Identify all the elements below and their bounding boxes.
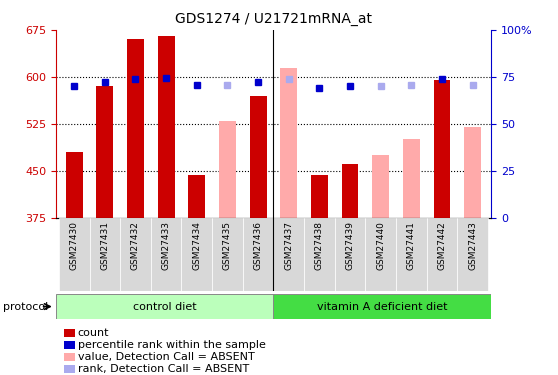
Bar <box>280 68 297 218</box>
Bar <box>427 217 458 291</box>
Text: GSM27430: GSM27430 <box>70 221 79 270</box>
Bar <box>64 329 75 337</box>
Text: GSM27437: GSM27437 <box>284 221 294 270</box>
Text: GSM27439: GSM27439 <box>345 221 354 270</box>
Bar <box>189 175 205 217</box>
Bar <box>458 217 488 291</box>
Bar <box>64 353 75 362</box>
Bar <box>273 294 491 319</box>
Text: percentile rank within the sample: percentile rank within the sample <box>78 340 266 350</box>
Text: control diet: control diet <box>133 302 196 312</box>
Bar <box>304 217 335 291</box>
Bar <box>365 217 396 291</box>
Bar <box>64 365 75 374</box>
Bar <box>97 86 113 218</box>
Bar <box>311 175 328 217</box>
Bar <box>243 217 273 291</box>
Bar <box>56 294 273 319</box>
Text: GSM27441: GSM27441 <box>407 221 416 270</box>
Text: GSM27442: GSM27442 <box>437 221 446 270</box>
Bar <box>66 152 83 217</box>
Text: GSM27436: GSM27436 <box>253 221 263 270</box>
Text: vitamin A deficient diet: vitamin A deficient diet <box>317 302 448 312</box>
Text: GSM27432: GSM27432 <box>131 221 140 270</box>
Text: GSM27438: GSM27438 <box>315 221 324 270</box>
Bar <box>212 217 243 291</box>
Text: GSM27434: GSM27434 <box>193 221 201 270</box>
Bar <box>59 217 89 291</box>
Bar <box>273 217 304 291</box>
Bar <box>89 217 120 291</box>
Bar <box>335 217 365 291</box>
Text: GSM27443: GSM27443 <box>468 221 477 270</box>
Bar <box>464 127 481 218</box>
Text: rank, Detection Call = ABSENT: rank, Detection Call = ABSENT <box>78 364 249 374</box>
Bar <box>219 121 236 218</box>
Bar <box>127 39 144 218</box>
Bar <box>341 164 358 218</box>
Bar <box>151 217 181 291</box>
Bar <box>181 217 212 291</box>
Bar <box>396 217 427 291</box>
Text: GSM27433: GSM27433 <box>162 221 171 270</box>
Text: GSM27435: GSM27435 <box>223 221 232 270</box>
Bar <box>434 80 450 218</box>
Title: GDS1274 / U21721mRNA_at: GDS1274 / U21721mRNA_at <box>175 12 372 26</box>
Text: value, Detection Call = ABSENT: value, Detection Call = ABSENT <box>78 352 254 362</box>
Bar <box>158 36 175 218</box>
Bar <box>372 155 389 218</box>
Text: GSM27431: GSM27431 <box>100 221 109 270</box>
Bar <box>403 140 420 218</box>
Text: protocol: protocol <box>3 302 48 312</box>
Bar <box>249 96 267 218</box>
Bar <box>120 217 151 291</box>
Text: count: count <box>78 328 109 338</box>
Text: GSM27440: GSM27440 <box>376 221 385 270</box>
Bar <box>64 341 75 349</box>
